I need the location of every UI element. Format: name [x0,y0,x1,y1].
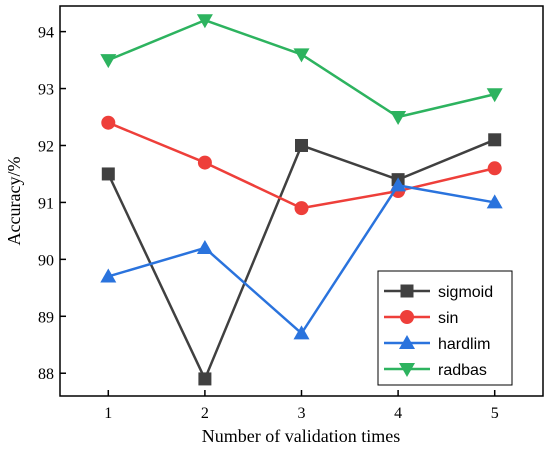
data-point-triangle-down [390,111,407,126]
legend-marker-sigmoid [400,284,414,298]
axis-ticks: 1 2 3 4 5 88 89 90 91 92 93 94 [38,25,499,422]
y-axis-title: Accuracy/% [4,157,24,246]
data-point-triangle-up [196,239,213,254]
x-tick-label: 5 [491,405,499,422]
legend-marker-sin [400,310,414,324]
x-tick-label: 2 [201,405,209,422]
data-point-square [295,138,308,152]
legend-label-radbas: radbas [438,362,487,379]
data-point-square [488,133,502,147]
series-layer [100,14,503,386]
y-tick-label: 93 [38,82,54,99]
legend-marker-radbas [399,363,415,377]
data-point-circle [197,155,212,170]
data-point-triangle-down [293,48,310,63]
x-tick-label: 3 [298,405,306,422]
data-point-circle [294,201,309,216]
y-tick-label: 88 [38,366,54,383]
data-point-circle [101,115,116,130]
x-tick-label: 1 [104,405,112,422]
data-point-triangle-down [196,14,213,29]
data-point-triangle-up [486,194,503,209]
series-line-sin [107,121,495,210]
series-line-radbas [107,18,495,119]
y-tick-label: 92 [38,138,54,155]
data-point-triangle-up [293,325,310,340]
data-point-circle [487,161,502,176]
legend-label-hardlim: hardlim [438,336,490,353]
data-point-triangle-up [100,268,117,283]
data-point-triangle-up [390,177,407,192]
data-point-square [101,167,115,181]
data-point-triangle-down [486,88,503,103]
legend-label-sigmoid: sigmoid [438,284,493,301]
y-tick-label: 94 [38,25,54,42]
y-tick-label: 91 [38,195,54,212]
y-tick-label: 89 [38,309,54,326]
data-point-triangle-down [100,54,117,69]
legend: sigmoid sin hardlim radbas [377,270,513,386]
x-axis-title: Number of validation times [202,426,400,446]
legend-label-sin: sin [438,310,458,327]
y-tick-label: 90 [38,252,54,269]
legend-marker-hardlim [399,335,415,349]
x-tick-label: 4 [394,405,402,422]
data-point-square [198,372,212,386]
